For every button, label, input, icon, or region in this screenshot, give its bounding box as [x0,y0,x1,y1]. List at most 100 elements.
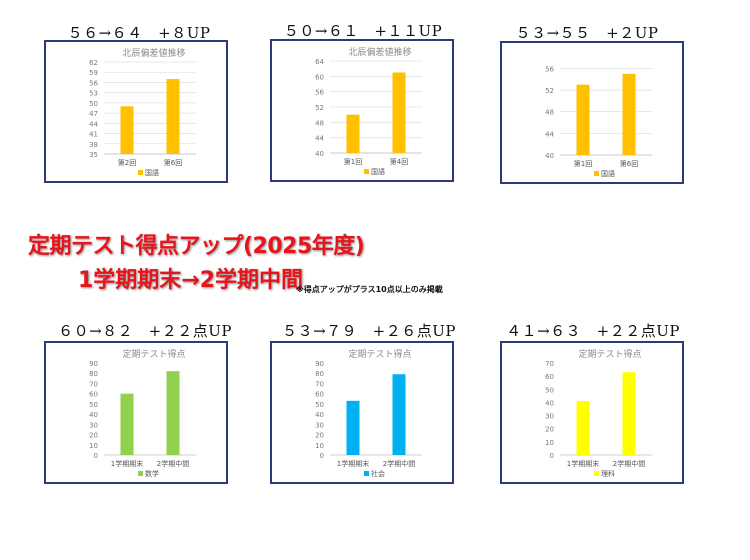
y-tick-label: 50 [89,401,98,409]
y-tick-label: 70 [315,380,324,388]
x-tick-label: 1学期期末 [567,459,599,468]
y-tick-label: 44 [545,130,554,138]
y-tick-label: 70 [89,380,98,388]
y-tick-label: 40 [315,411,324,419]
y-tick-label: 60 [315,391,324,399]
bar [392,72,406,153]
x-tick-label: 第4回 [390,157,408,166]
y-tick-label: 20 [315,432,324,440]
y-tick-label: 48 [545,109,554,117]
legend-label: 理科 [601,469,615,478]
banner-note: ※得点アップがプラス10点以上のみ掲載 [296,285,443,294]
x-tick-label: 第2回 [118,158,136,167]
bar [622,372,636,455]
x-tick-label: 第6回 [164,158,182,167]
y-tick-label: 48 [315,119,324,127]
chart-title: 定期テスト得点 [578,348,641,360]
legend-label: 社会 [371,469,385,478]
x-tick-label: 2学期中間 [613,459,645,468]
chart-panel-1: 北辰偏差値推移 35 38 41 44 47 50 53 56 59 62 第2回 第6回 国語 [44,40,228,183]
banner: 定期テスト得点アップ(2025年度) 1学期期末→2学期中間 [28,228,448,294]
score-heading-5: ５３→７９ +２６点UP [282,322,456,340]
score-heading-2: ５０→６１ +１１UP [283,22,443,40]
y-tick-label: 0 [94,452,98,460]
y-tick-label: 62 [89,59,98,67]
y-tick-label: 60 [315,73,324,81]
y-tick-label: 60 [89,391,98,399]
x-tick-label: 第1回 [574,159,592,168]
y-tick-label: 80 [89,370,98,378]
y-tick-label: 50 [89,100,98,108]
y-tick-label: 0 [320,452,324,460]
y-tick-label: 56 [545,65,554,73]
y-tick-label: 41 [89,131,98,139]
x-tick-label: 1学期期末 [111,459,143,468]
y-tick-label: 50 [315,401,324,409]
chart-panel-3: 40 44 48 52 56 第1回 第6回 国語 [500,41,684,184]
legend-label: 数学 [145,469,159,478]
y-tick-label: 53 [89,90,98,98]
y-tick-label: 30 [89,421,98,429]
y-tick-label: 59 [89,69,98,77]
y-tick-label: 0 [550,452,554,460]
legend-label: 国語 [601,169,615,178]
legend-swatch [364,471,369,476]
bar [622,73,636,155]
bar [576,401,590,455]
y-tick-label: 10 [89,442,98,450]
score-heading-3: ５３→５５ +２UP [515,24,659,42]
y-tick-label: 40 [89,411,98,419]
score-heading-6: ４１→６３ +２２点UP [506,322,680,340]
bar [346,114,360,153]
bar [392,374,406,455]
x-tick-label: 1学期期末 [337,459,369,468]
y-tick-label: 56 [89,79,98,87]
y-tick-label: 60 [545,373,554,381]
y-tick-label: 35 [89,151,98,159]
y-tick-label: 52 [545,87,554,95]
legend-swatch [138,471,143,476]
chart-title: 北辰偏差値推移 [348,46,411,58]
chart-title: 北辰偏差値推移 [122,47,185,59]
y-tick-label: 40 [315,150,324,158]
chart-panel-4: 定期テスト得点 0 10 20 30 40 50 60 70 80 90 1学期期末 2学期中間 数学 [44,341,228,484]
bar [120,106,134,154]
chart-title: 定期テスト得点 [122,348,185,360]
legend-label: 国語 [145,168,159,177]
bar [166,79,180,154]
legend-label: 国語 [371,167,385,176]
y-tick-label: 50 [545,386,554,394]
x-tick-label: 第6回 [620,159,638,168]
y-tick-label: 44 [315,135,324,143]
chart-title: 定期テスト得点 [348,348,411,360]
legend-swatch [594,471,599,476]
y-tick-label: 30 [315,421,324,429]
banner-subtitle: 1学期期末→2学期中間 [78,268,304,293]
bar [166,371,180,455]
y-tick-label: 64 [315,58,324,66]
y-tick-label: 10 [545,439,554,447]
y-tick-label: 90 [315,360,324,368]
y-tick-label: 56 [315,89,324,97]
y-tick-label: 40 [545,152,554,160]
bar [346,400,360,455]
x-tick-label: 2学期中間 [157,459,189,468]
y-tick-label: 80 [315,370,324,378]
x-tick-label: 2学期中間 [383,459,415,468]
legend-swatch [138,170,143,175]
y-tick-label: 47 [89,110,98,118]
score-heading-1: ５６→６４ +８UP [67,24,211,42]
chart-panel-2: 北辰偏差値推移 40 44 48 52 56 60 64 第1回 第4回 国語 [270,39,454,182]
y-tick-label: 30 [545,413,554,421]
x-tick-label: 第1回 [344,157,362,166]
legend-swatch [364,169,369,174]
chart-panel-5: 定期テスト得点 0 10 20 30 40 50 60 70 80 90 1学期期末 2学期中間 社会 [270,341,454,484]
legend-swatch [594,171,599,176]
y-tick-label: 38 [89,141,98,149]
banner-title: 定期テスト得点アップ(2025年度) [28,234,365,259]
